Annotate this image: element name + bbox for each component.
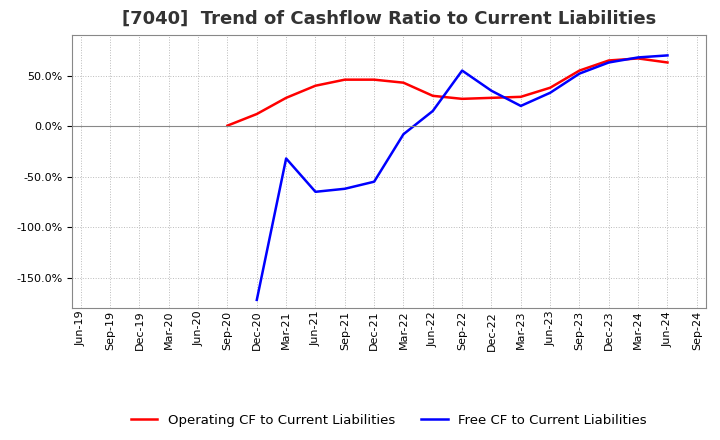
Operating CF to Current Liabilities	[399, 80, 408, 85]
Operating CF to Current Liabilities	[516, 94, 525, 99]
Free CF to Current Liabilities	[575, 71, 584, 76]
Free CF to Current Liabilities	[605, 60, 613, 65]
Operating CF to Current Liabilities	[370, 77, 379, 82]
Free CF to Current Liabilities	[516, 103, 525, 109]
Legend: Operating CF to Current Liabilities, Free CF to Current Liabilities: Operating CF to Current Liabilities, Fre…	[125, 409, 652, 433]
Line: Free CF to Current Liabilities: Free CF to Current Liabilities	[257, 55, 667, 300]
Operating CF to Current Liabilities	[223, 123, 232, 128]
Free CF to Current Liabilities	[341, 186, 349, 191]
Operating CF to Current Liabilities	[546, 85, 554, 90]
Free CF to Current Liabilities	[282, 156, 290, 161]
Operating CF to Current Liabilities	[605, 58, 613, 63]
Line: Operating CF to Current Liabilities: Operating CF to Current Liabilities	[228, 59, 667, 126]
Operating CF to Current Liabilities	[575, 68, 584, 73]
Free CF to Current Liabilities	[399, 132, 408, 137]
Operating CF to Current Liabilities	[253, 111, 261, 117]
Free CF to Current Liabilities	[546, 90, 554, 95]
Title: [7040]  Trend of Cashflow Ratio to Current Liabilities: [7040] Trend of Cashflow Ratio to Curren…	[122, 10, 656, 28]
Operating CF to Current Liabilities	[311, 83, 320, 88]
Free CF to Current Liabilities	[458, 68, 467, 73]
Free CF to Current Liabilities	[253, 297, 261, 303]
Free CF to Current Liabilities	[428, 108, 437, 114]
Operating CF to Current Liabilities	[487, 95, 496, 100]
Free CF to Current Liabilities	[370, 179, 379, 184]
Operating CF to Current Liabilities	[458, 96, 467, 102]
Free CF to Current Liabilities	[311, 189, 320, 194]
Operating CF to Current Liabilities	[428, 93, 437, 99]
Operating CF to Current Liabilities	[341, 77, 349, 82]
Free CF to Current Liabilities	[663, 53, 672, 58]
Free CF to Current Liabilities	[487, 88, 496, 93]
Free CF to Current Liabilities	[634, 55, 642, 60]
Operating CF to Current Liabilities	[663, 60, 672, 65]
Operating CF to Current Liabilities	[634, 56, 642, 61]
Operating CF to Current Liabilities	[282, 95, 290, 100]
